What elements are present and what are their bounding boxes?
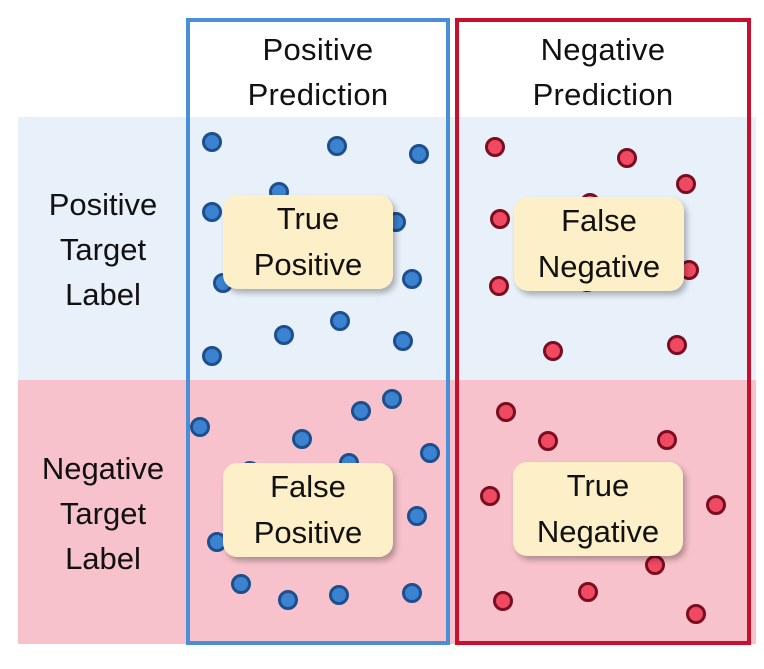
false-positive-line1: False: [270, 469, 346, 504]
true-positive-line2: Positive: [253, 247, 363, 282]
blue-point: [402, 583, 422, 603]
true-negative-card: True Negative: [513, 462, 683, 556]
positive-prediction-header-line1: Positive: [262, 32, 374, 67]
blue-point: [190, 417, 210, 437]
true-negative-line2: Negative: [536, 514, 660, 549]
red-point: [686, 604, 706, 624]
negative-prediction-frame: [455, 18, 751, 645]
negative-target-label-line1: Negative: [41, 451, 165, 486]
negative-target-label: Negative Target Label: [18, 446, 188, 581]
red-point: [496, 402, 516, 422]
positive-prediction-header-line2: Prediction: [247, 77, 389, 112]
true-positive-line1: True: [276, 201, 340, 236]
red-point: [538, 431, 558, 451]
blue-point: [327, 136, 347, 156]
red-point: [489, 276, 509, 296]
red-point: [543, 341, 563, 361]
red-point: [490, 209, 510, 229]
red-point: [667, 335, 687, 355]
false-negative-line2: Negative: [537, 249, 661, 284]
red-point: [706, 495, 726, 515]
true-positive-card: True Positive: [223, 195, 393, 289]
blue-point: [409, 144, 429, 164]
blue-point: [407, 506, 427, 526]
positive-prediction-frame: [186, 18, 450, 645]
positive-target-label-line3: Label: [65, 277, 141, 312]
red-point: [578, 582, 598, 602]
negative-prediction-header: Negative Prediction: [456, 27, 750, 117]
blue-point: [329, 585, 349, 605]
blue-point: [382, 389, 402, 409]
positive-target-label-line2: Target: [59, 232, 147, 267]
blue-point: [202, 346, 222, 366]
blue-point: [402, 269, 422, 289]
red-point: [480, 486, 500, 506]
blue-point: [351, 401, 371, 421]
blue-point: [393, 331, 413, 351]
positive-target-label: Positive Target Label: [18, 182, 188, 317]
blue-point: [274, 325, 294, 345]
true-negative-line1: True: [566, 468, 630, 503]
blue-point: [330, 311, 350, 331]
blue-point: [202, 132, 222, 152]
red-point: [493, 591, 513, 611]
false-negative-line1: False: [561, 203, 637, 238]
false-positive-line2: Positive: [253, 515, 363, 550]
blue-point: [292, 429, 312, 449]
blue-point: [278, 590, 298, 610]
positive-prediction-header: Positive Prediction: [187, 27, 449, 117]
positive-target-label-line1: Positive: [48, 187, 158, 222]
negative-prediction-header-line2: Prediction: [532, 77, 674, 112]
negative-target-label-line2: Target: [59, 496, 147, 531]
blue-point: [231, 574, 251, 594]
red-point: [645, 555, 665, 575]
blue-point: [420, 443, 440, 463]
red-point: [485, 137, 505, 157]
negative-target-label-line3: Label: [65, 541, 141, 576]
red-point: [657, 430, 677, 450]
negative-prediction-header-line1: Negative: [540, 32, 666, 67]
false-positive-card: False Positive: [223, 463, 393, 557]
false-negative-card: False Negative: [514, 197, 684, 291]
red-point: [676, 174, 696, 194]
blue-point: [202, 202, 222, 222]
red-point: [617, 148, 637, 168]
